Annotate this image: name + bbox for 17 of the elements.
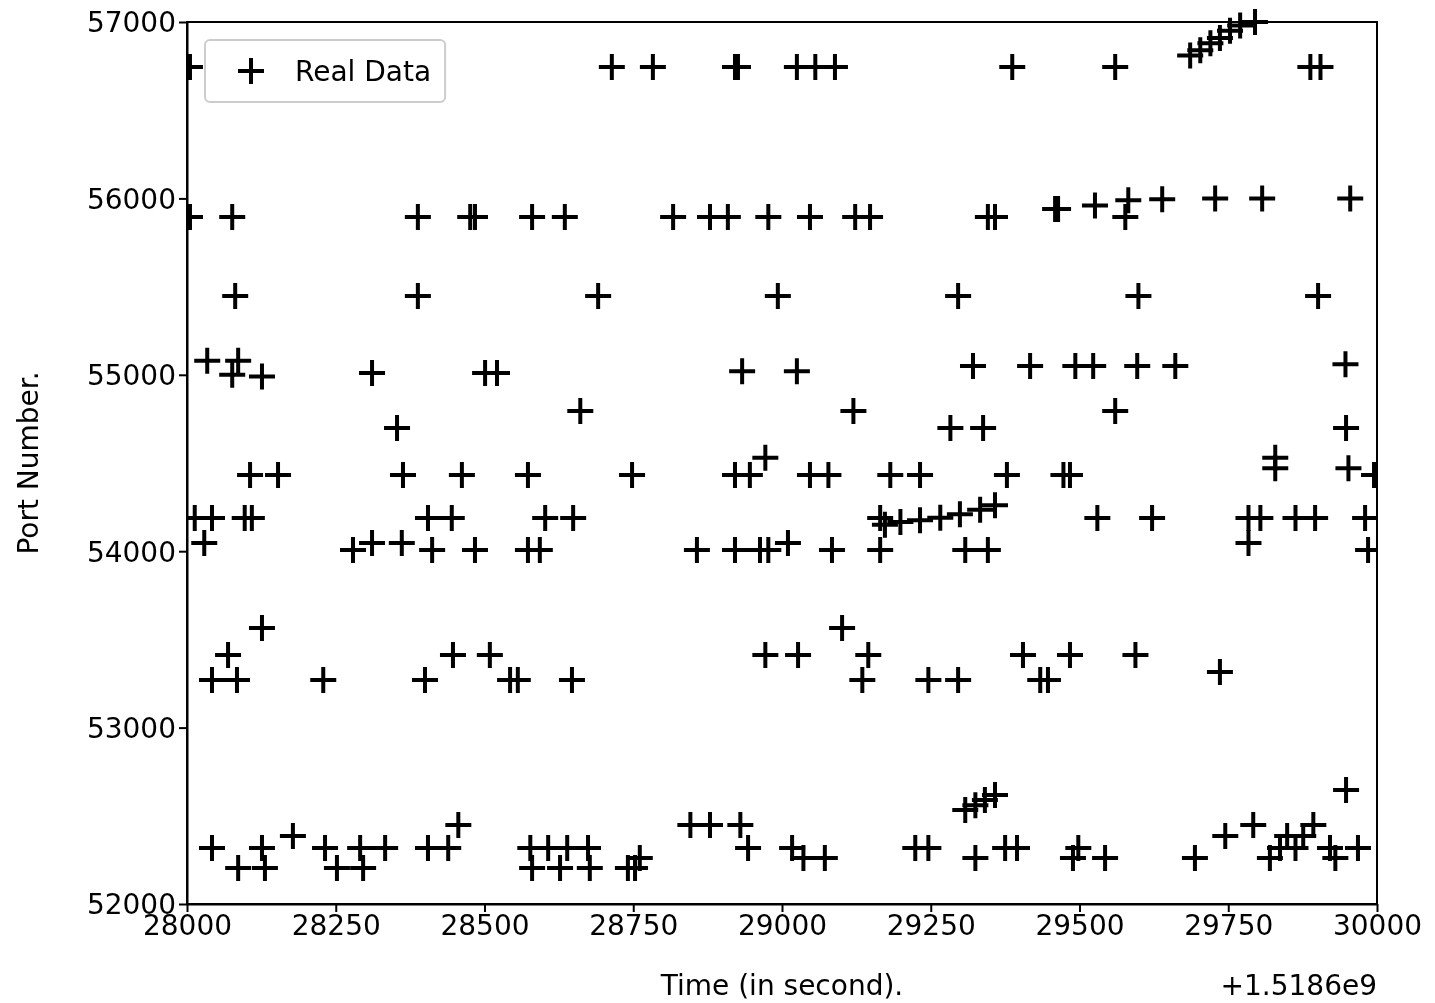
x-tick-label: 28750 <box>589 908 679 942</box>
y-tick-label: 55000 <box>86 359 176 393</box>
x-tick-label: 29750 <box>1184 908 1274 942</box>
y-tick-label: 57000 <box>86 6 176 40</box>
x-tick-label: 29500 <box>1035 908 1125 942</box>
y-tick-label: 53000 <box>86 711 176 745</box>
x-tick-label: 30000 <box>1332 908 1423 942</box>
x-axis-title: Time (in second). <box>659 969 904 1002</box>
y-tick-label: 56000 <box>86 182 176 216</box>
x-tick-label: 28250 <box>291 908 381 942</box>
x-tick-label: 29250 <box>886 908 976 942</box>
text: +1.5186e9 <box>1220 969 1377 1002</box>
legend-label: Real Data <box>295 54 432 88</box>
y-axis-title: Port Number. <box>12 371 45 555</box>
y-tick-label: 54000 <box>86 535 176 569</box>
x-tick-label: 28500 <box>440 908 530 942</box>
x-tick-label: 29000 <box>737 908 828 942</box>
